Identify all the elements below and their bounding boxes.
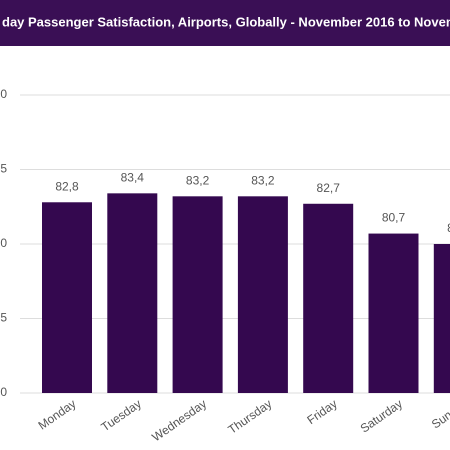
y-tick-label: 80: [0, 236, 7, 250]
y-tick-label: 90: [0, 87, 7, 101]
bar: [368, 233, 419, 393]
value-label: 82,7: [317, 181, 341, 195]
x-tick-label: Tuesday: [98, 397, 143, 435]
bar: [107, 193, 158, 393]
value-label: 83,4: [121, 171, 145, 185]
bar: [303, 203, 354, 393]
bar: [172, 196, 223, 393]
x-tick-label: Sunday: [429, 397, 450, 432]
value-label: 80,0: [447, 221, 450, 235]
value-label: 83,2: [251, 173, 275, 187]
x-tick-label: Monday: [36, 397, 79, 433]
x-tick-label: Wednesday: [149, 397, 209, 445]
y-tick-label: 85: [0, 162, 7, 176]
chart-title: day Passenger Satisfaction, Airports, Gl…: [2, 14, 450, 29]
y-tick-label: 70: [0, 385, 7, 399]
value-label: 80,7: [382, 211, 406, 225]
x-tick-label: Thursday: [225, 397, 274, 437]
bar: [42, 202, 92, 393]
bar: [237, 196, 288, 393]
x-tick-label: Saturday: [358, 397, 405, 436]
title-bar: [0, 0, 450, 46]
x-tick-label: Friday: [304, 397, 339, 428]
bar: [433, 244, 450, 393]
y-tick-label: 75: [0, 311, 7, 325]
value-label: 83,2: [186, 173, 210, 187]
value-label: 82,8: [55, 179, 79, 193]
